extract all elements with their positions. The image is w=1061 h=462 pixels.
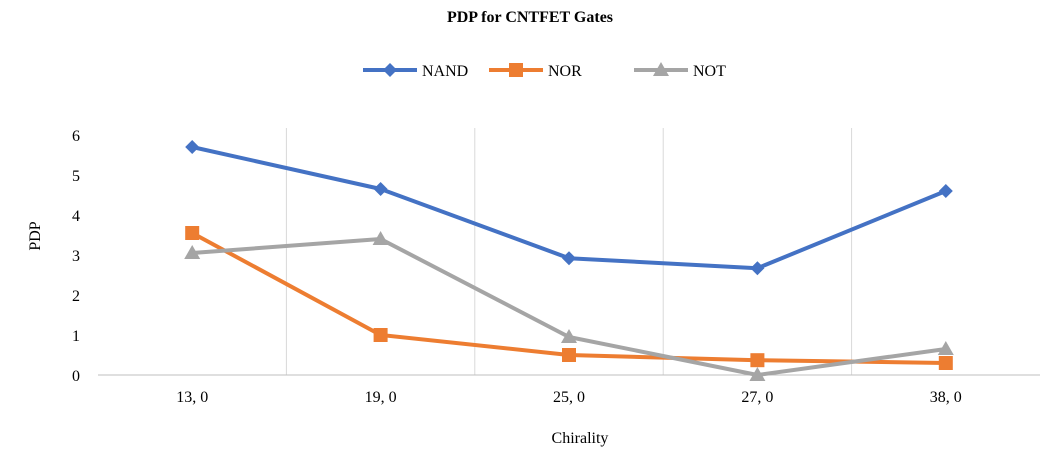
- legend-marker: [383, 63, 397, 77]
- legend-label: NOR: [548, 63, 582, 80]
- legend-item-nand: NAND: [363, 63, 468, 80]
- series-line: [190, 145, 948, 271]
- x-tick-label: 38, 0: [930, 389, 962, 406]
- data-point: [373, 328, 388, 342]
- legend-marker: [509, 63, 523, 77]
- chart-title: PDP for CNTFET Gates: [447, 9, 613, 26]
- legend-label: NAND: [422, 63, 468, 80]
- legend-item-not: NOT: [634, 62, 726, 80]
- data-point: [938, 184, 953, 198]
- legend-item-nor: NOR: [489, 63, 582, 80]
- data-point: [937, 341, 954, 355]
- series-not: [184, 231, 954, 381]
- data-point: [562, 251, 576, 266]
- data-point: [185, 140, 200, 154]
- y-tick-label: 5: [72, 168, 80, 185]
- data-point: [749, 367, 766, 381]
- y-tick-label: 3: [72, 248, 80, 265]
- x-tick-label: 13, 0: [176, 389, 208, 406]
- legend: NAND NOR NOT: [363, 62, 726, 80]
- y-tick-label: 2: [72, 288, 80, 305]
- axes: 0 1 2 3 4 5 6 13, 0 19, 0 25, 0 27, 0 38, 0: [72, 128, 1040, 406]
- series-nand: [185, 140, 953, 276]
- y-tick-label: 6: [72, 128, 80, 145]
- data-point: [184, 245, 201, 259]
- x-tick-label: 25, 0: [553, 389, 585, 406]
- data-point: [750, 261, 765, 276]
- y-axis-label: PDP: [27, 221, 44, 250]
- data-point: [372, 231, 389, 245]
- y-tick-label: 4: [72, 208, 80, 225]
- data-point: [562, 348, 576, 362]
- y-tick-label: 1: [72, 328, 80, 345]
- x-tick-label: 27, 0: [741, 389, 773, 406]
- y-tick-label: 0: [72, 368, 80, 385]
- x-tick-label: 19, 0: [365, 389, 397, 406]
- data-point: [938, 356, 953, 370]
- series-nor: [185, 226, 953, 370]
- series-layer: [184, 140, 954, 381]
- data-point: [185, 226, 200, 240]
- legend-marker: [653, 62, 669, 76]
- x-axis-label: Chirality: [552, 430, 609, 447]
- data-point: [750, 353, 765, 368]
- data-point: [561, 329, 577, 343]
- data-point: [373, 182, 388, 196]
- legend-label: NOT: [693, 63, 726, 80]
